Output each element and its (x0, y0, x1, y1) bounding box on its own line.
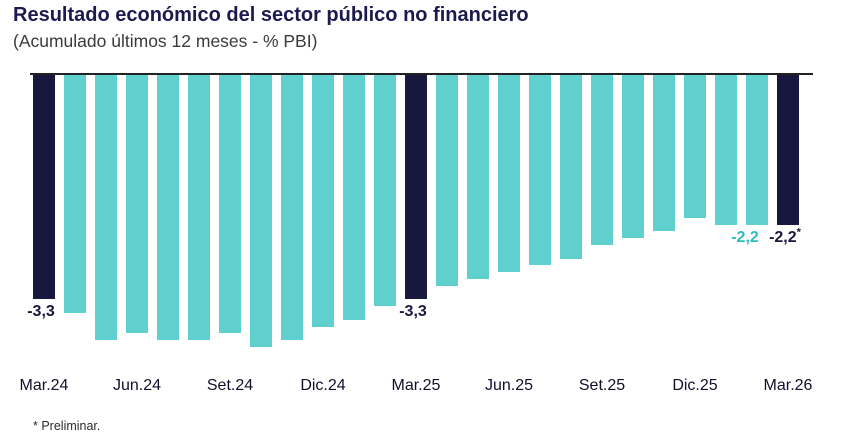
bar-Jun.25 (498, 75, 520, 272)
bar-Nov.24 (281, 75, 303, 340)
x-tick-Jun.24: Jun.24 (112, 377, 162, 394)
bar-Jul.25 (529, 75, 551, 265)
bar-Mar.24 (33, 75, 55, 299)
x-tick-Set.25: Set.25 (578, 377, 626, 394)
zero-axis-line (30, 73, 813, 75)
value-label-Mar.24: -3,3 (27, 303, 55, 320)
bar-Oct.25 (622, 75, 644, 238)
value-label-Mar.25: -3,3 (399, 303, 427, 320)
bar-Jul.24 (157, 75, 179, 340)
bar-Abr.24 (64, 75, 86, 313)
x-tick-Mar.26: Mar.26 (763, 377, 813, 394)
bar-Ene.25 (343, 75, 365, 320)
x-tick-Dic.25: Dic.25 (672, 377, 718, 394)
bar-Ago.25 (560, 75, 582, 259)
bar-Dic.24 (312, 75, 334, 327)
value-label-Feb.26: -2,2 (731, 229, 759, 246)
bar-Feb.25 (374, 75, 396, 306)
footnote-preliminary: * Preliminar. (33, 419, 101, 433)
bar-Jun.24 (126, 75, 148, 333)
bar-Set.25 (591, 75, 613, 245)
value-label-Mar.26: -2,2* (769, 226, 801, 246)
bar-May.25 (467, 75, 489, 279)
x-tick-Mar.24: Mar.24 (19, 377, 69, 394)
x-tick-Mar.25: Mar.25 (391, 377, 441, 394)
bar-Abr.25 (436, 75, 458, 286)
chart-title: Resultado económico del sector público n… (13, 4, 529, 26)
bar-Ago.24 (188, 75, 210, 340)
bar-Set.24 (219, 75, 241, 333)
bar-Ene.26 (715, 75, 737, 225)
bar-Mar.26 (777, 75, 799, 225)
x-tick-Dic.24: Dic.24 (300, 377, 346, 394)
bar-Mar.25 (405, 75, 427, 299)
bar-Nov.25 (653, 75, 675, 231)
chart-subtitle: (Acumulado últimos 12 meses - % PBI) (13, 31, 318, 51)
x-tick-Jun.25: Jun.25 (484, 377, 534, 394)
x-tick-Set.24: Set.24 (206, 377, 254, 394)
bar-Feb.26 (746, 75, 768, 225)
bar-Oct.24 (250, 75, 272, 347)
bar-Dic.25 (684, 75, 706, 218)
bar-May.24 (95, 75, 117, 340)
